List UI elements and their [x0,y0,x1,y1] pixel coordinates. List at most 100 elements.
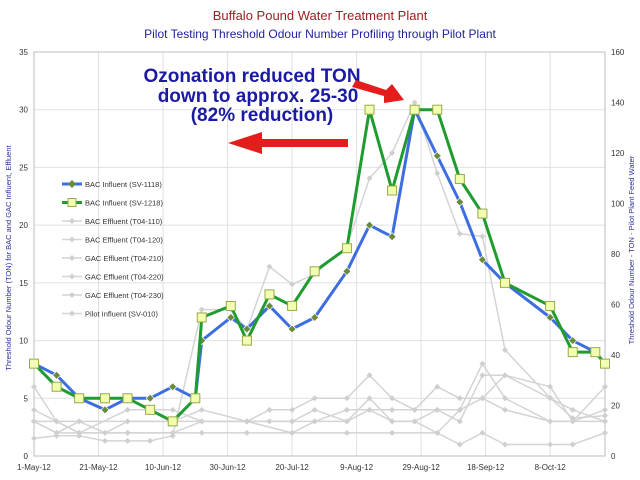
data-point [569,441,576,448]
data-point [31,406,37,413]
x-tick-label: 9-Aug-12 [340,463,373,472]
y-tick-label: 25 [19,163,28,172]
data-point [311,406,318,413]
data-point [266,418,273,425]
data-point [456,395,463,402]
data-point [101,429,108,436]
legend-marker [69,292,75,298]
data-point [434,170,441,177]
data-point [590,347,601,358]
data-point [226,312,236,322]
y2-tick-label: 80 [611,250,620,259]
data-point [477,255,487,265]
data-point [411,99,418,106]
data-point [569,418,576,425]
data-point [456,406,463,413]
data-point [266,263,273,270]
data-point [264,289,275,300]
data-point [289,418,296,425]
chart-subtitle: Pilot Testing Threshold Odour Number Pro… [144,27,496,41]
data-point [289,406,296,413]
series-gac-effluent-t04-220 [31,395,608,436]
y2-tick-label: 120 [611,149,625,158]
y2-tick-label: 100 [611,200,625,209]
y-tick-label: 15 [19,279,28,288]
data-point [196,312,207,323]
data-point [198,418,205,425]
legend-item: Pilot Influent (SV-010) [62,310,158,319]
data-point [409,104,420,115]
chart-title: Buffalo Pound Water Treatment Plant [213,8,428,23]
series-line [33,101,606,442]
data-point [456,230,463,237]
data-point [499,277,510,288]
data-point [501,346,508,353]
data-point [455,197,465,207]
legend-marker [67,198,77,207]
legend-item: GAC Effluent (T04-210) [62,254,164,263]
data-point [241,335,252,346]
data-point [434,406,441,413]
data-point [76,418,83,425]
legend-item: BAC Effluent (T04-120) [62,236,163,245]
data-point [243,429,250,436]
series-layer [29,99,610,448]
data-point [479,372,486,379]
data-point [168,382,178,392]
data-point [411,406,418,413]
y-tick-label: 0 [24,452,29,461]
data-point [602,412,608,419]
legend-label: Pilot Influent (SV-010) [85,310,158,319]
y2-tick-label: 0 [611,452,616,461]
data-point [479,360,486,367]
data-point [366,406,373,413]
legend-marker [69,218,75,224]
data-point [366,175,373,182]
legend-label: GAC Effluent (T04-220) [85,273,164,282]
data-point [31,418,37,425]
data-point [477,208,488,219]
data-point [411,418,418,425]
annotation-line-1: Ozonation reduced TON [143,66,360,87]
x-tick-label: 10-Jun-12 [145,463,182,472]
data-point [29,358,39,369]
data-point [434,383,441,390]
legend-label: BAC Effluent (T04-120) [85,236,163,245]
data-point [76,432,83,439]
data-point [51,381,62,392]
y2-axis-label: Threshold Odour Number - TON - Pilot Pla… [627,155,636,344]
legend-label: GAC Effluent (T04-210) [85,254,164,263]
data-point [198,306,205,313]
data-point [225,300,236,311]
data-point [198,406,205,413]
data-point [145,393,155,403]
data-point [289,429,296,436]
data-point [169,432,176,439]
y-tick-label: 35 [19,48,28,57]
data-point [547,394,554,401]
data-point [389,150,396,156]
data-point [309,266,320,277]
x-tick-label: 18-Sep-12 [467,463,505,472]
data-point [53,418,60,425]
data-point [364,104,375,115]
x-tick-label: 1-May-12 [17,463,51,472]
data-point [432,151,442,161]
data-point [545,312,555,322]
y-tick-label: 10 [19,337,28,346]
data-point [311,395,318,402]
data-point [343,429,350,436]
data-point [198,429,205,436]
x-tick-label: 20-Jul-12 [275,463,309,472]
series-gac-effluent-t04-230 [31,372,608,436]
data-point [242,324,252,334]
data-point [602,406,608,413]
series-line [34,374,606,434]
data-point [602,418,608,425]
data-point [343,418,350,425]
data-point [74,393,85,404]
data-point [365,220,374,230]
legend-marker [69,255,75,261]
legend-marker [68,180,76,188]
data-point [434,429,441,436]
